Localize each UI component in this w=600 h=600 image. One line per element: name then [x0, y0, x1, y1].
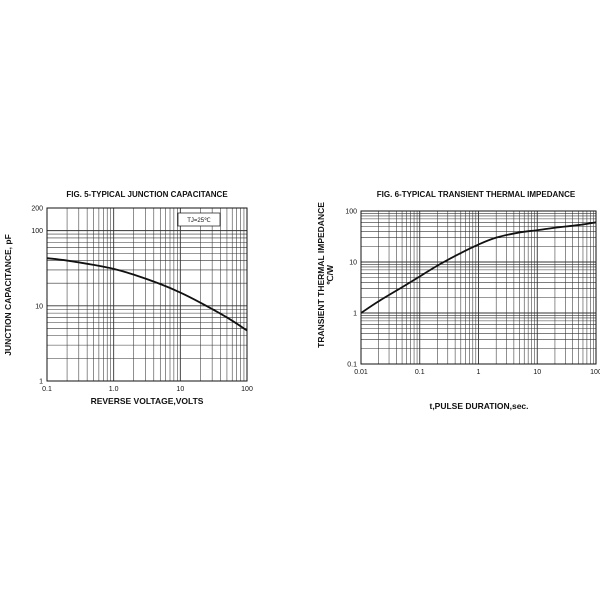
x-tick-label: 1: [477, 369, 481, 376]
x-tick-label: 100: [241, 386, 253, 393]
chart-title: FIG. 5-TYPICAL JUNCTION CAPACITANCE: [66, 190, 228, 199]
y-tick-label: 10: [349, 260, 357, 267]
chart-title: FIG. 6-TYPICAL TRANSIENT THERMAL IMPEDAN…: [377, 190, 576, 199]
capacitance-curve: [46, 257, 248, 332]
x-axis-label: t,PULSE DURATION,sec.: [429, 401, 528, 411]
y-tick-label: 200: [31, 206, 43, 213]
x-tick-label: 0.1: [42, 386, 52, 393]
temperature-annotation: TJ=25℃: [187, 218, 211, 224]
x-tick-label: 10: [533, 369, 541, 376]
y-tick-label: 1: [353, 311, 357, 318]
x-axis-label: REVERSE VOLTAGE,VOLTS: [91, 396, 204, 406]
x-tick-label: 100: [590, 369, 600, 376]
grid: [47, 208, 247, 381]
chart-transient-thermal-impedance: FIG. 6-TYPICAL TRANSIENT THERMAL IMPEDAN…: [316, 190, 600, 411]
y-tick-label: 1: [39, 379, 43, 386]
x-tick-label: 10: [176, 386, 184, 393]
y-axis-label: JUNCTION CAPACITANCE, pF: [3, 234, 13, 356]
plot-frame: [46, 207, 248, 382]
x-tick-label: 0.1: [415, 369, 425, 376]
y-axis-unit: ℃/W: [325, 264, 335, 285]
y-tick-label: 100: [31, 228, 43, 235]
impedance-curve: [360, 221, 597, 314]
plot-frame: [360, 210, 597, 365]
y-tick-label: 0.1: [347, 362, 357, 369]
grid: [361, 211, 596, 364]
chart-junction-capacitance: FIG. 5-TYPICAL JUNCTION CAPACITANCE 0.1 1…: [3, 190, 253, 406]
x-tick-label: 0.01: [354, 369, 368, 376]
x-tick-label: 1.0: [109, 386, 119, 393]
y-tick-label: 10: [35, 303, 43, 310]
y-tick-label: 100: [345, 209, 357, 216]
annotation-box: [177, 212, 221, 227]
tick-labels: 0.1 1.0 10 100 1 10 100 200: [31, 206, 253, 394]
y-axis-label: TRANSIENT THERMAL IMPEDANCE: [316, 202, 326, 348]
